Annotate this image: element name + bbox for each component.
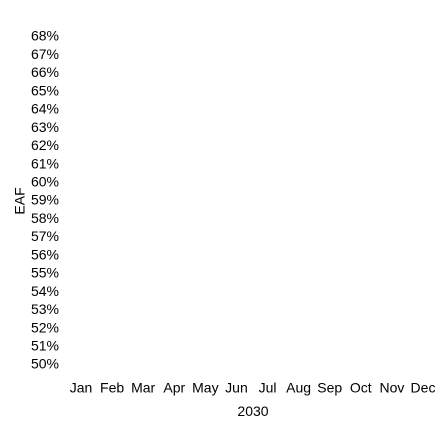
y-tick-label: 64% <box>31 101 59 117</box>
y-tick-label: 55% <box>31 265 59 281</box>
x-tick-label: Mar <box>131 380 155 396</box>
x-axis-ticks: Jan Feb Mar Apr May Jun Jul Aug Sep Oct Nov Dec <box>70 380 436 396</box>
y-axis-label: EAF <box>12 187 28 214</box>
y-tick-label: 68% <box>31 28 59 44</box>
y-tick-label: 52% <box>31 319 59 335</box>
x-tick-label: Aug <box>286 380 311 396</box>
y-tick-label: 56% <box>31 246 59 262</box>
x-tick-label: Dec <box>411 380 436 396</box>
y-tick-label: 65% <box>31 82 59 98</box>
y-tick-label: 57% <box>31 228 59 244</box>
y-tick-label: 51% <box>31 337 59 353</box>
y-tick-label: 60% <box>31 173 59 189</box>
x-tick-label: Apr <box>163 380 185 396</box>
x-tick-label: Jul <box>259 380 277 396</box>
y-tick-label: 62% <box>31 137 59 153</box>
y-tick-label: 58% <box>31 210 59 226</box>
x-tick-label: May <box>192 380 218 396</box>
y-tick-label: 59% <box>31 192 59 208</box>
y-tick-label: 66% <box>31 64 59 80</box>
y-tick-label: 61% <box>31 155 59 171</box>
x-axis-label: 2030 <box>237 403 268 419</box>
y-tick-label: 50% <box>31 356 59 372</box>
y-tick-label: 54% <box>31 283 59 299</box>
x-tick-label: Sep <box>317 380 342 396</box>
y-tick-label: 63% <box>31 119 59 135</box>
x-tick-label: Feb <box>100 380 124 396</box>
y-tick-label: 53% <box>31 301 59 317</box>
x-tick-label: Oct <box>350 380 372 396</box>
x-tick-label: Jan <box>70 380 93 396</box>
x-tick-label: Nov <box>379 380 404 396</box>
y-axis-ticks: 50% 51% 52% 53% 54% 55% 56% 57% 58% 59% 60% 61% 62% 6… <box>31 28 59 372</box>
x-tick-label: Jun <box>225 380 248 396</box>
y-tick-label: 67% <box>31 46 59 62</box>
